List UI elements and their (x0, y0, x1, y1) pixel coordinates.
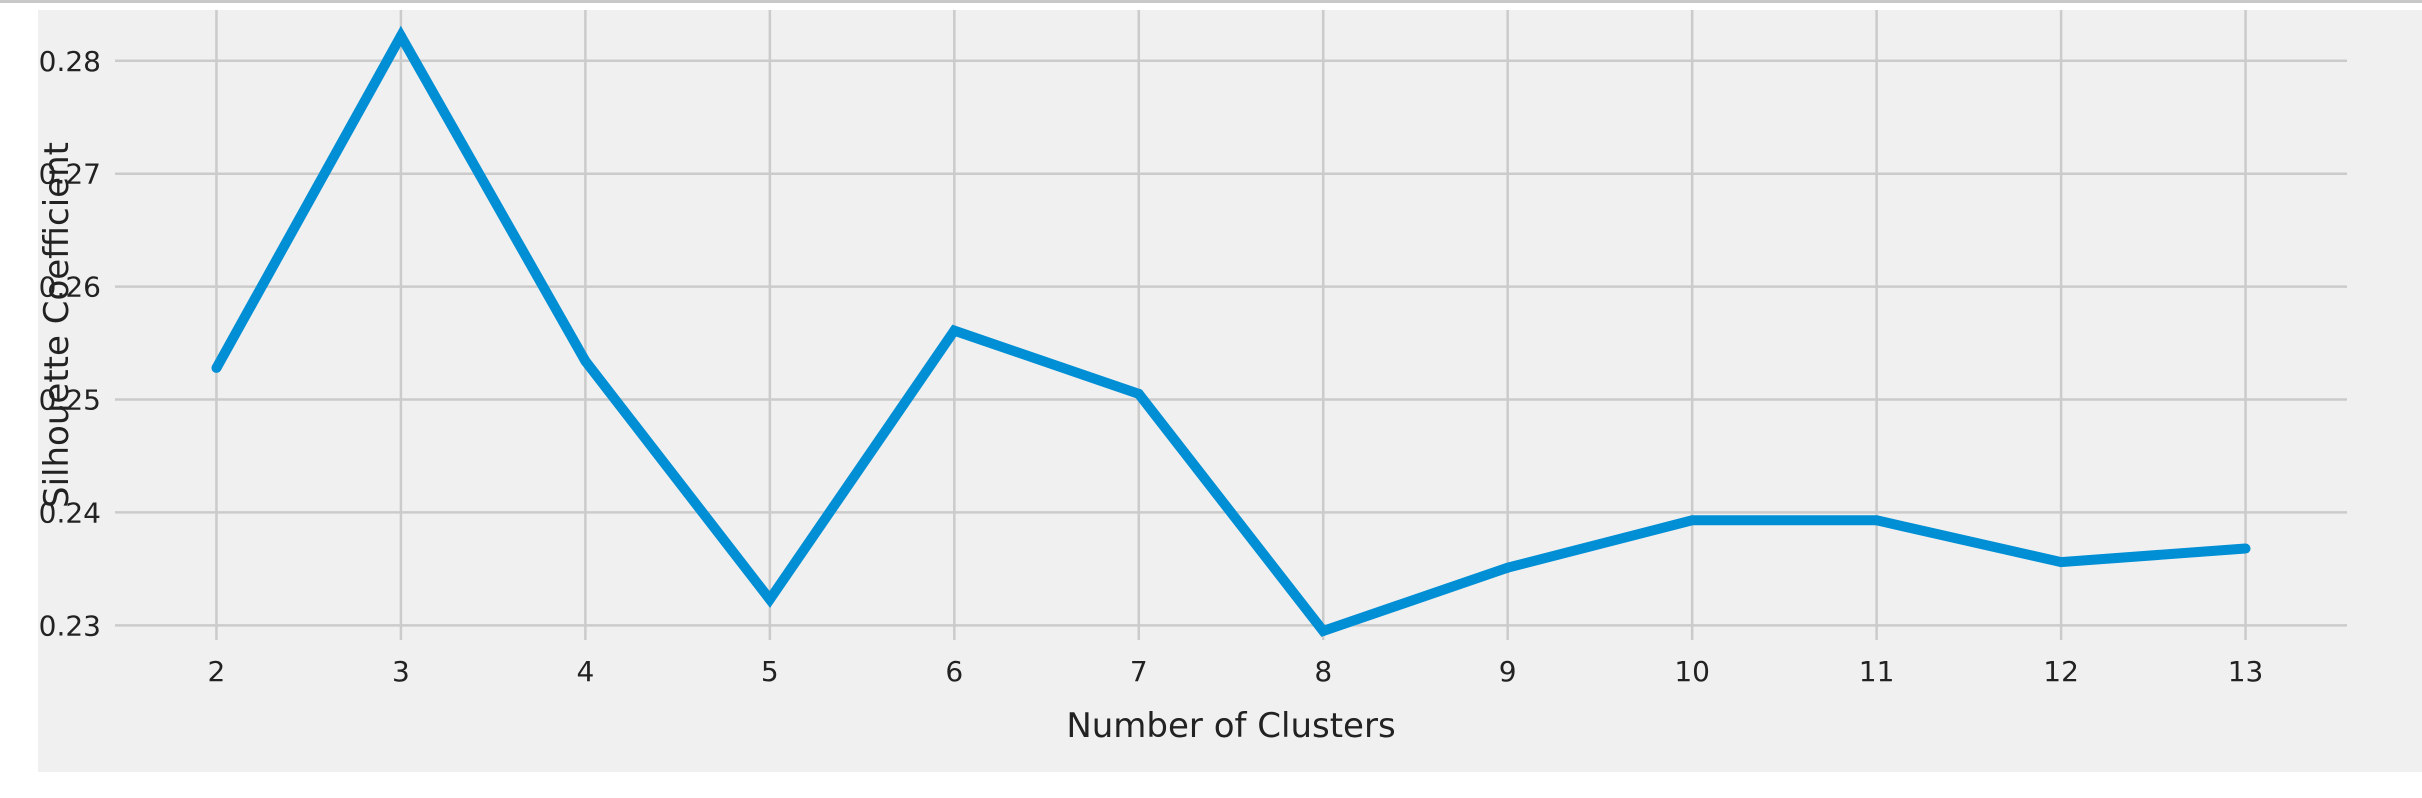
y-tick-label: 0.24 (39, 496, 101, 529)
series-line (212, 25, 2246, 637)
y-axis-ticks: 0.23 0.24 0.25 0.26 0.27 0.28 (39, 45, 101, 643)
data-point (1502, 562, 1513, 573)
x-tick-label: 3 (392, 655, 410, 688)
y-tick-label: 0.28 (39, 45, 101, 78)
x-tick-label: 9 (1499, 655, 1517, 688)
series-group (211, 25, 2251, 637)
line-chart: 0.23 0.24 0.25 0.26 0.27 0.28 2 3 4 5 6 7 8 9 10 11 12 1… (38, 10, 2347, 746)
data-point (1318, 625, 1329, 636)
x-tick-label: 7 (1130, 655, 1148, 688)
top-border (0, 0, 2422, 3)
x-tick-label: 8 (1314, 655, 1332, 688)
data-point (2056, 557, 2067, 568)
data-point (395, 30, 406, 41)
x-tick-label: 2 (208, 655, 226, 688)
chart-figure: 0.23 0.24 0.25 0.26 0.27 0.28 2 3 4 5 6 7 8 9 10 11 12 1… (38, 10, 2422, 772)
x-tick-label: 4 (576, 655, 594, 688)
grid (115, 10, 2347, 640)
y-axis-label: Silhouette Coefficient (38, 142, 77, 508)
data-point (764, 594, 775, 605)
data-point (2240, 543, 2251, 554)
data-point (580, 356, 591, 367)
x-tick-label: 11 (1859, 655, 1895, 688)
data-point (1871, 515, 1882, 526)
data-point (211, 362, 222, 373)
x-tick-label: 12 (2043, 655, 2079, 688)
x-axis-ticks: 2 3 4 5 6 7 8 9 10 11 12 13 (208, 655, 2264, 688)
y-tick-label: 0.26 (39, 271, 101, 304)
y-tick-label: 0.23 (39, 609, 101, 642)
x-axis-label: Number of Clusters (1066, 706, 1395, 746)
data-point (1687, 515, 1698, 526)
data-point (1133, 388, 1144, 399)
x-tick-label: 13 (2228, 655, 2264, 688)
x-tick-label: 5 (761, 655, 779, 688)
x-tick-label: 10 (1674, 655, 1710, 688)
y-tick-label: 0.27 (39, 158, 101, 191)
data-point (949, 325, 960, 336)
y-tick-label: 0.25 (39, 384, 101, 417)
x-tick-label: 6 (945, 655, 963, 688)
